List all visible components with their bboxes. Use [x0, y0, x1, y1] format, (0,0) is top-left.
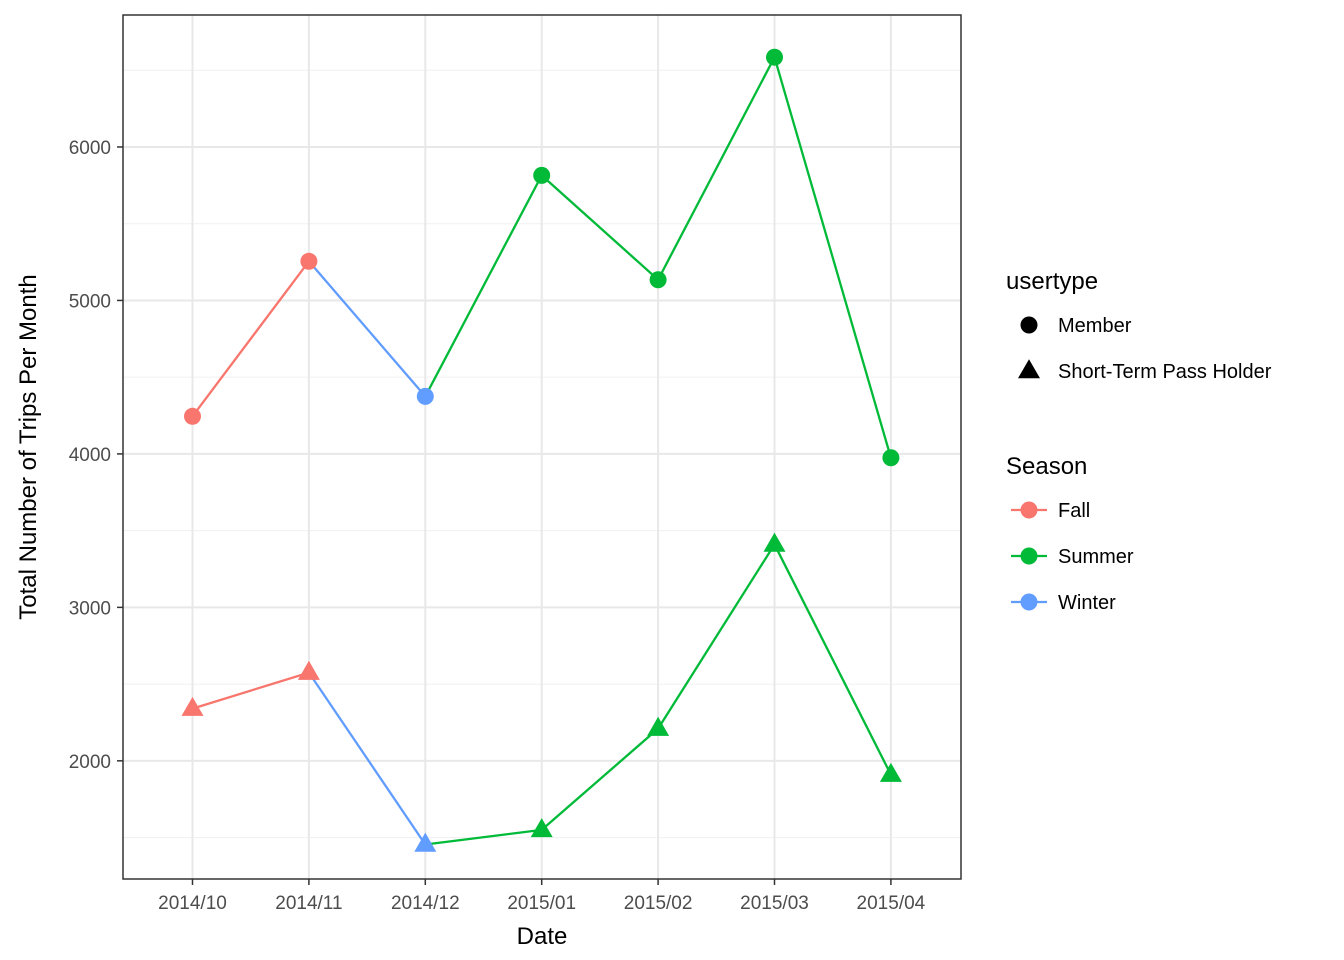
series-line-segment [425, 828, 542, 846]
data-point-member [766, 48, 783, 66]
y-tick-label: 6000 [69, 138, 111, 159]
data-point-short-term [530, 818, 553, 838]
legend-label-usertype: Member [1058, 315, 1132, 337]
x-tick-label: 2014/12 [391, 893, 460, 914]
x-tick-label: 2015/01 [507, 893, 576, 914]
series-lines [191, 56, 893, 846]
data-point-short-term [181, 696, 204, 716]
data-point-member [184, 407, 201, 425]
series-line-segment [424, 174, 543, 397]
legend-title-usertype: usertype [1006, 268, 1098, 295]
legend: usertype Member Short-Term Pass Holder Seas… [1006, 268, 1272, 614]
data-point-member [649, 271, 667, 289]
legend-label-season: Winter [1058, 592, 1116, 614]
legend-key-circle [1020, 316, 1038, 334]
data-point-short-term [763, 532, 786, 552]
y-tick-label: 5000 [69, 291, 111, 312]
y-tick-label: 4000 [69, 445, 111, 466]
series-points [181, 48, 902, 852]
grid-major [123, 15, 961, 879]
series-line-segment [307, 671, 427, 846]
legend-label-season: Summer [1058, 546, 1134, 568]
y-axis-title: Total Number of Trips Per Month [15, 274, 42, 619]
y-tick-label: 2000 [69, 752, 111, 773]
series-line-segment [657, 56, 776, 281]
x-tick-label: 2015/03 [740, 893, 809, 914]
series-line-segment [191, 260, 310, 417]
y-tick-label: 3000 [69, 598, 111, 619]
x-axis-title: Date [517, 923, 568, 950]
data-point-member [416, 387, 434, 405]
x-tick-label: 2014/11 [275, 893, 342, 914]
legend-key-dot [1020, 501, 1038, 519]
x-tick-label: 2015/04 [857, 893, 926, 914]
data-point-member [300, 252, 318, 270]
series-line-segment [308, 260, 427, 398]
x-tick-label: 2015/02 [624, 893, 693, 914]
legend-key-dot [1020, 547, 1038, 565]
series-line-segment [540, 174, 659, 281]
data-point-short-term [879, 762, 902, 782]
series-line-segment [192, 671, 310, 710]
data-point-short-term [297, 660, 320, 680]
series-line-segment [657, 543, 776, 730]
legend-key-dot [1020, 593, 1038, 611]
series-line-segment [540, 727, 659, 831]
data-point-short-term [647, 716, 670, 736]
data-point-member [882, 449, 900, 467]
x-axis: 2014/10 2014/11 2014/12 2015/01 2015/02 2015/… [158, 879, 926, 914]
legend-key-triangle [1018, 359, 1040, 379]
legend-label-season: Fall [1058, 500, 1090, 522]
legend-label-usertype: Short-Term Pass Holder [1058, 361, 1272, 383]
data-point-member [533, 166, 551, 184]
data-point-short-term [414, 832, 437, 852]
x-tick-label: 2014/10 [158, 893, 227, 914]
y-axis: 2000 3000 4000 5000 6000 [69, 138, 123, 773]
series-line-segment [773, 56, 893, 459]
series-line-segment [773, 543, 892, 776]
legend-title-season: Season [1006, 453, 1087, 480]
